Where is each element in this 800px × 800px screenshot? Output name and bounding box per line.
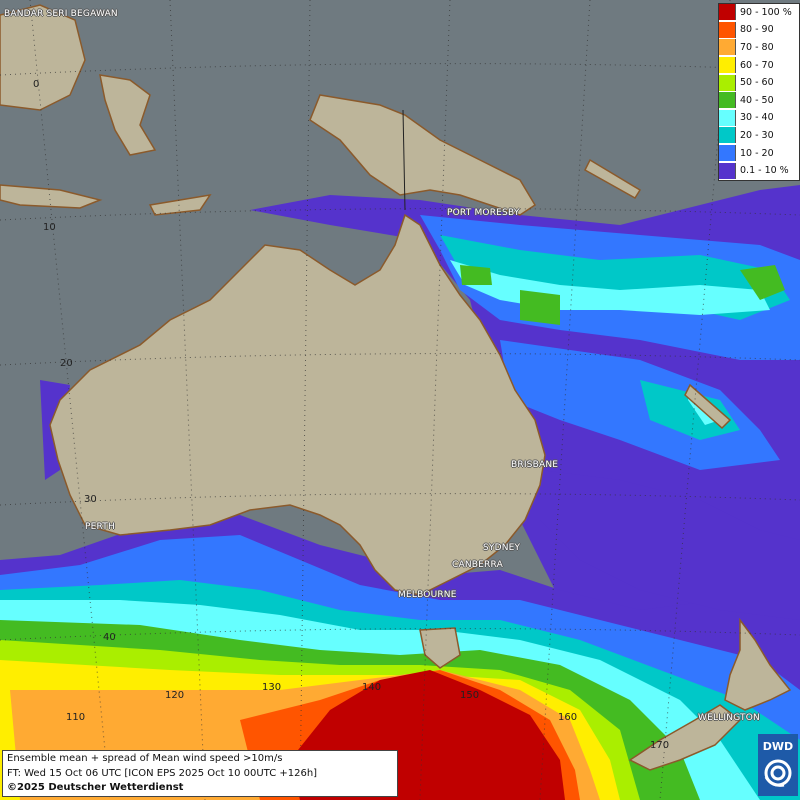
legend-label: 10 - 20: [740, 147, 774, 159]
legend-swatch: [719, 57, 736, 74]
lat-label-30: 30: [84, 494, 97, 505]
legend-row: 20 - 30: [719, 127, 799, 145]
legend-row: 90 - 100 %: [719, 4, 799, 22]
legend-row: 70 - 80: [719, 39, 799, 57]
timor-land: [148, 193, 212, 216]
legend-row: 60 - 70: [719, 57, 799, 75]
nz-north-land: [724, 617, 792, 711]
city-melbourne: MELBOURNE: [398, 590, 457, 600]
java-land: [0, 184, 103, 209]
info-product: Ensemble mean + spread of Mean wind spee…: [7, 753, 283, 764]
legend-swatch: [719, 127, 736, 144]
legend-swatch: [719, 4, 736, 21]
dwd-swirl-icon: [764, 759, 792, 787]
border-line: [402, 109, 406, 211]
legend-swatch: [719, 39, 736, 56]
city-canberra: CANBERRA: [452, 560, 503, 570]
legend-swatch: [719, 145, 736, 162]
info-copyright: ©2025 Deutscher Wetterdienst: [7, 782, 184, 793]
new-guinea-land: [309, 94, 537, 216]
city-wellington: WELLINGTON: [698, 713, 760, 723]
legend-label: 60 - 70: [740, 59, 774, 71]
sulawesi-land: [99, 74, 157, 156]
legend-label: 70 - 80: [740, 41, 774, 53]
dwd-logo: DWD: [758, 734, 798, 796]
city-brisbane: BRISBANE: [511, 460, 559, 470]
info-box: Ensemble mean + spread of Mean wind spee…: [2, 750, 398, 797]
legend-row: 0.1 - 10 %: [719, 162, 799, 180]
dwd-logo-text: DWD: [762, 740, 794, 753]
lat-label-40: 40: [103, 632, 116, 643]
legend-row: 80 - 90: [719, 21, 799, 40]
city-port-moresby: PORT MORESBY: [447, 208, 520, 218]
city-sydney: SYDNEY: [483, 543, 521, 553]
legend-label: 30 - 40: [740, 112, 774, 124]
lat-label-0: 0: [33, 79, 40, 90]
land: [0, 4, 792, 771]
lat-label-20: 20: [60, 358, 73, 369]
legend-swatch: [719, 162, 736, 179]
legend-label: 50 - 60: [740, 77, 774, 89]
legend-label: 80 - 90: [740, 24, 774, 36]
borneo-land: [0, 4, 86, 111]
legend-label: 20 - 30: [740, 129, 774, 141]
lat-label-10: 10: [43, 222, 56, 233]
legend-row: 40 - 50: [719, 92, 799, 110]
solomon-land: [584, 158, 642, 200]
legend-swatch: [719, 21, 736, 38]
legend-label: 90 - 100 %: [740, 6, 792, 18]
legend-swatch: [719, 92, 736, 109]
lon-label-160: 160: [558, 712, 578, 723]
lon-label-110: 110: [66, 712, 86, 723]
legend-row: 30 - 40: [719, 109, 799, 128]
info-forecast-time: FT: Wed 15 Oct 06 UTC [ICON EPS 2025 Oct…: [7, 767, 318, 779]
legend: 90 - 100 % 80 - 90 70 - 80 60 - 70 50 - 60 40…: [718, 3, 800, 181]
lon-label-120: 120: [165, 690, 185, 701]
legend-row: 50 - 60: [719, 74, 799, 92]
lon-label-130: 130: [262, 682, 282, 693]
legend-swatch: [719, 109, 736, 126]
city-perth: PERTH: [85, 522, 115, 532]
legend-label: 40 - 50: [740, 94, 774, 106]
new-caledonia-land: [684, 383, 732, 430]
lon-label-170: 170: [650, 740, 670, 751]
legend-label: 0.1 - 10 %: [740, 165, 789, 177]
legend-row: 10 - 20: [719, 145, 799, 163]
city-bandar-seri-begawan: BANDAR SERI BEGAWAN: [4, 9, 118, 19]
lon-label-140: 140: [362, 682, 382, 693]
australia-land: [49, 213, 546, 596]
probability-field: [0, 185, 800, 800]
legend-swatch: [719, 74, 736, 91]
nz-south-land: [628, 704, 742, 771]
tasmania-land: [419, 627, 461, 669]
lon-label-150: 150: [460, 690, 480, 701]
